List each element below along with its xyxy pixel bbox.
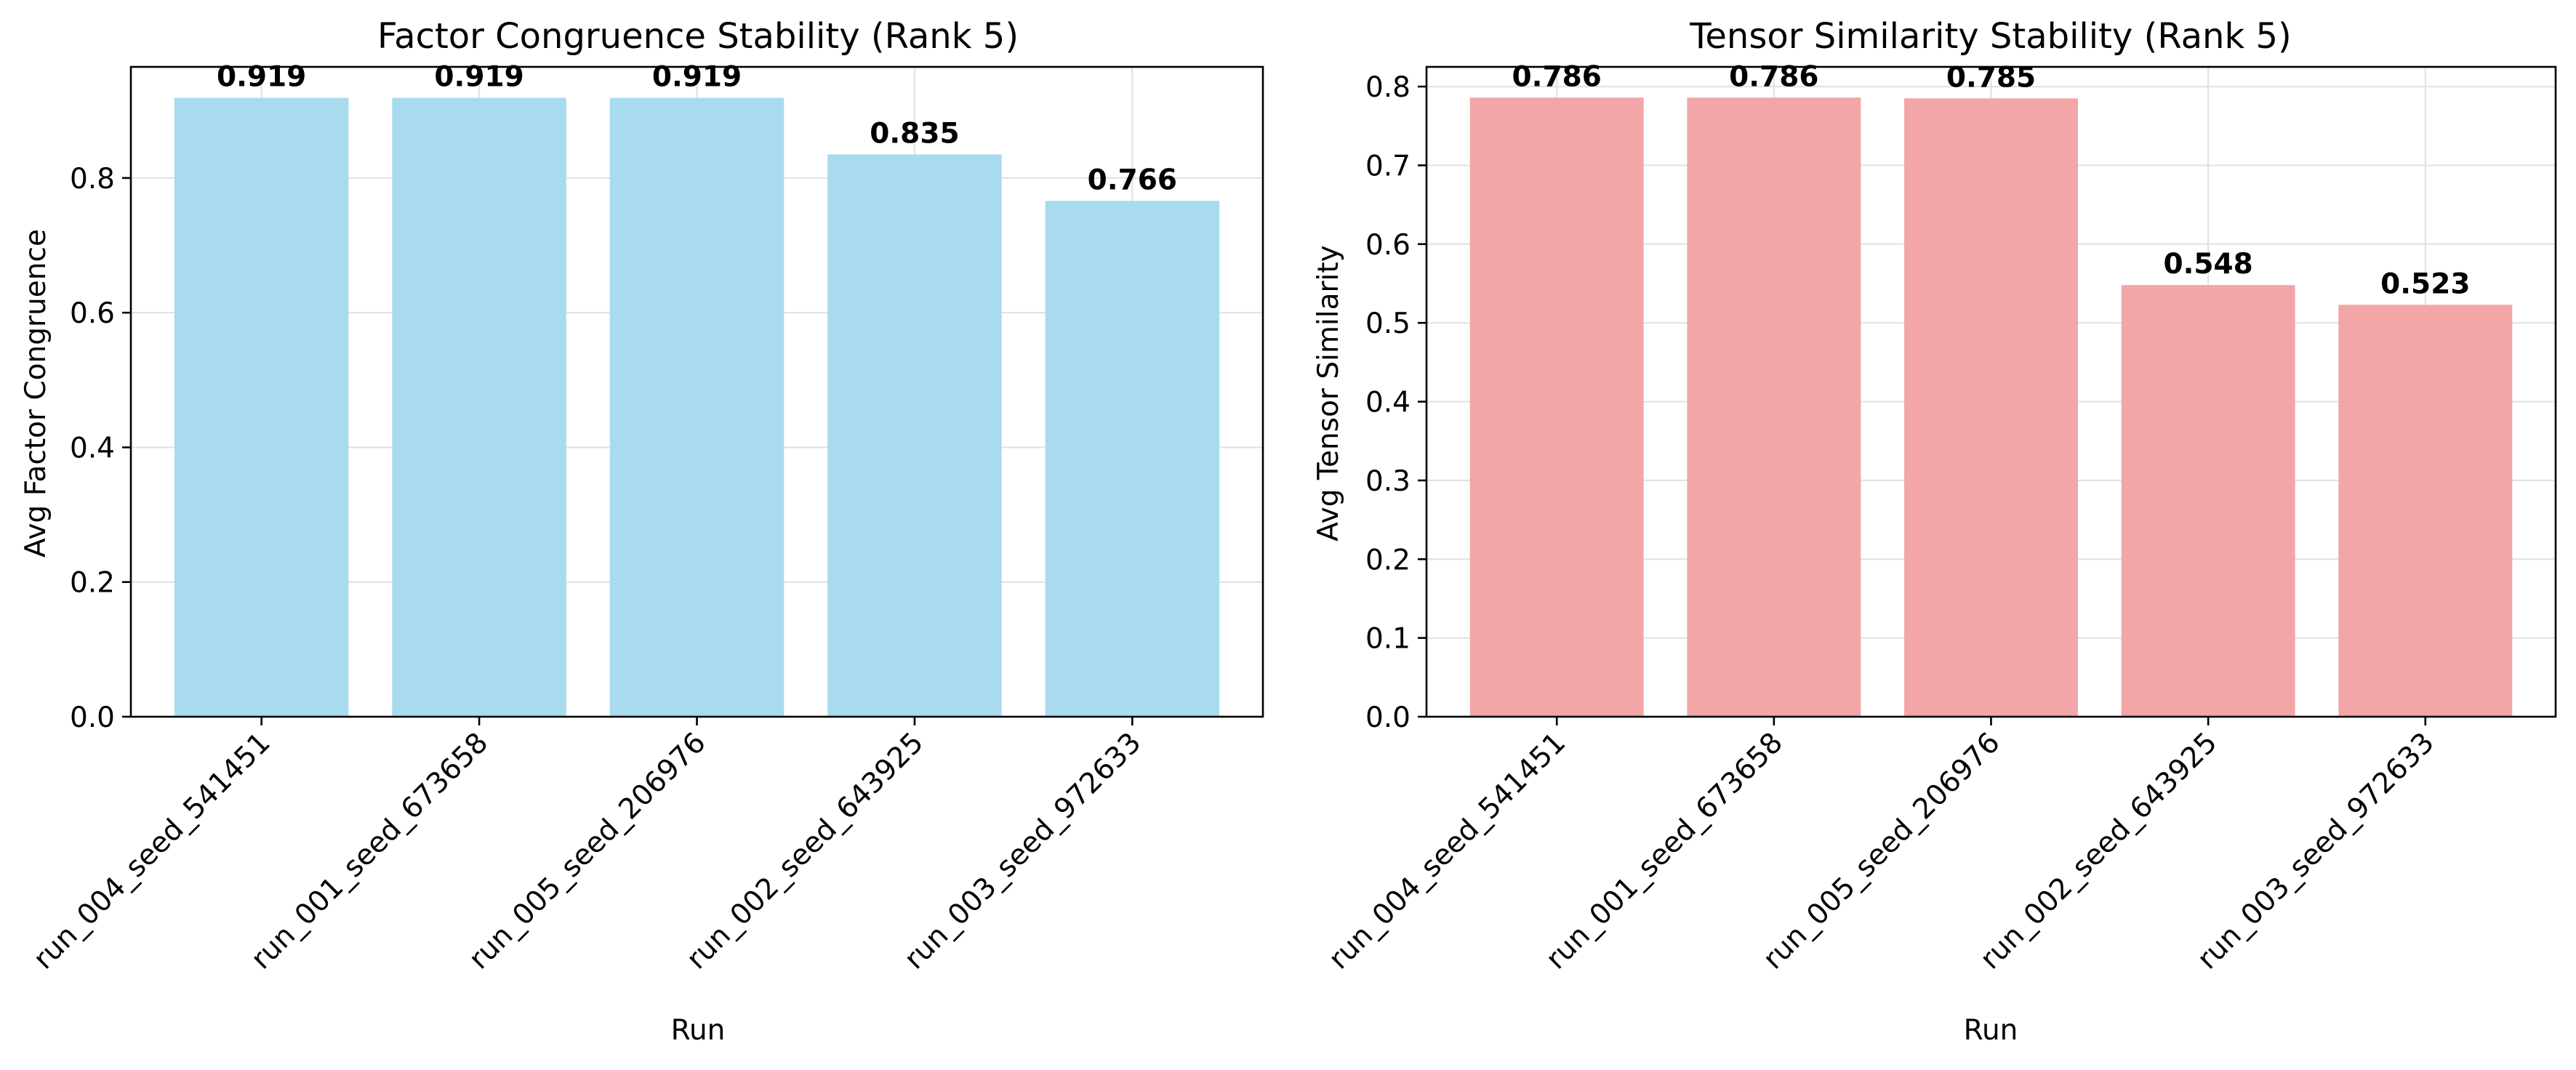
x-tick-label: run_001_seed_673658 bbox=[1540, 726, 1789, 976]
y-tick-label: 0.1 bbox=[1365, 623, 1411, 656]
bar-run_003_seed_972633 bbox=[1045, 201, 1220, 717]
bars bbox=[1469, 97, 2513, 717]
y-tick-label: 0.8 bbox=[70, 163, 115, 196]
bar-value-label: 0.919 bbox=[652, 61, 742, 94]
y-tick-label: 0.0 bbox=[70, 701, 115, 734]
factor-congruence-panel: Factor Congruence Stability (Rank 5) Run… bbox=[20, 16, 1264, 1047]
bar-run_001_seed_673658 bbox=[1687, 97, 1861, 717]
y-tick-label: 0.2 bbox=[1365, 544, 1411, 576]
y-tick-label: 0.6 bbox=[70, 297, 115, 330]
bar-run_004_seed_541451 bbox=[174, 97, 349, 717]
bars bbox=[174, 97, 1220, 717]
x-tick-label: run_004_seed_541451 bbox=[1323, 726, 1572, 976]
bar-value-label: 0.835 bbox=[870, 117, 959, 150]
bar-run_003_seed_972633 bbox=[2338, 305, 2513, 717]
x-tick-label: run_001_seed_673658 bbox=[245, 726, 494, 976]
y-tick-label: 0.4 bbox=[70, 432, 115, 464]
bar-value-label: 0.919 bbox=[217, 61, 306, 94]
bar-run_005_seed_206976 bbox=[609, 97, 785, 717]
tensor-similarity-panel: Tensor Similarity Stability (Rank 5) Run… bbox=[1312, 16, 2557, 1047]
y-tick-label: 0.5 bbox=[1365, 307, 1411, 340]
y-tick-label: 0.7 bbox=[1365, 150, 1411, 182]
bar-run_001_seed_673658 bbox=[392, 97, 566, 717]
x-axis-label: Run bbox=[1964, 1014, 2018, 1047]
x-tick-label: run_002_seed_643925 bbox=[681, 726, 930, 976]
x-tick-label: run_002_seed_643925 bbox=[1974, 726, 2223, 976]
bar-run_005_seed_206976 bbox=[1904, 98, 2078, 717]
y-tick-label: 0.8 bbox=[1365, 71, 1411, 104]
chart-title: Factor Congruence Stability (Rank 5) bbox=[377, 16, 1019, 57]
y-axis-label: Avg Factor Congruence bbox=[20, 229, 52, 558]
bar-value-label: 0.919 bbox=[434, 61, 523, 94]
bar-value-label: 0.523 bbox=[2380, 268, 2470, 300]
bar-value-label: 0.548 bbox=[2163, 248, 2252, 281]
y-tick-label: 0.3 bbox=[1365, 465, 1411, 498]
y-axis-label: Avg Tensor Similarity bbox=[1312, 245, 1345, 542]
x-tick-label: run_003_seed_972633 bbox=[2191, 726, 2441, 976]
x-axis-label: Run bbox=[671, 1014, 726, 1047]
x-tick-label: run_005_seed_206976 bbox=[462, 726, 712, 976]
bar-value-label: 0.786 bbox=[1512, 60, 1602, 93]
y-tick-label: 0.2 bbox=[70, 567, 115, 600]
x-tick-label: run_004_seed_541451 bbox=[28, 726, 277, 976]
x-tick-label: run_005_seed_206976 bbox=[1757, 726, 2006, 976]
bar-value-label: 0.766 bbox=[1088, 164, 1177, 196]
y-tick-label: 0.0 bbox=[1365, 701, 1411, 734]
bar-run_002_seed_643925 bbox=[2121, 285, 2295, 717]
y-tick-label: 0.6 bbox=[1365, 229, 1411, 262]
x-tick-label: run_003_seed_972633 bbox=[898, 726, 1147, 976]
bar-run_002_seed_643925 bbox=[827, 154, 1002, 717]
bar-run_004_seed_541451 bbox=[1469, 97, 1644, 717]
chart-title: Tensor Similarity Stability (Rank 5) bbox=[1689, 16, 2292, 57]
y-tick-label: 0.4 bbox=[1365, 387, 1411, 419]
bar-value-label: 0.786 bbox=[1729, 60, 1818, 93]
